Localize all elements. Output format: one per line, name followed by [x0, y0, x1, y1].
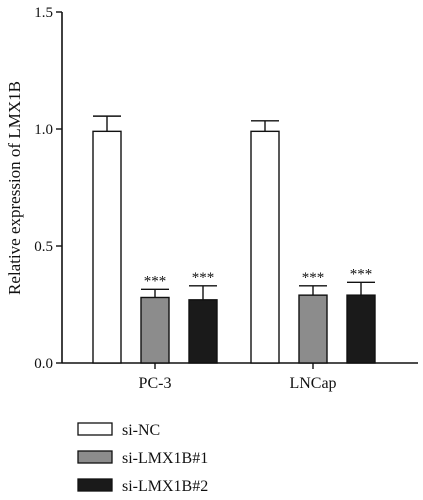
legend-label: si-NC [122, 422, 160, 439]
significance-label: *** [350, 266, 373, 282]
y-tick-label: 0.5 [34, 239, 53, 255]
significance-label: *** [302, 270, 325, 286]
significance-label: *** [144, 273, 167, 289]
legend-swatch [77, 450, 113, 464]
bars [92, 115, 376, 364]
y-axis-title: Relative expression of LMX1B [5, 81, 24, 295]
significance-label: *** [192, 270, 215, 286]
labels: PC-3 *** *** LNCap *** *** [139, 266, 373, 392]
x-category-label: LNCap [289, 375, 336, 392]
y-tick-label: 1.5 [34, 5, 53, 21]
y-tick-label: 1.0 [34, 122, 53, 138]
legend-label: si-LMX1B#2 [122, 478, 208, 495]
bar [140, 296, 170, 364]
x-category-label: PC-3 [139, 375, 172, 392]
bar [250, 130, 280, 364]
legend-swatch [77, 478, 113, 492]
legend-swatch [77, 422, 113, 436]
bar [298, 294, 328, 364]
bar [188, 299, 218, 364]
bar [346, 294, 376, 364]
legend: si-NC si-LMX1B#1 si-LMX1B#2 [77, 422, 208, 495]
legend-label: si-LMX1B#1 [122, 450, 208, 467]
y-tick-label: 0.0 [34, 356, 53, 372]
bar [92, 130, 122, 364]
